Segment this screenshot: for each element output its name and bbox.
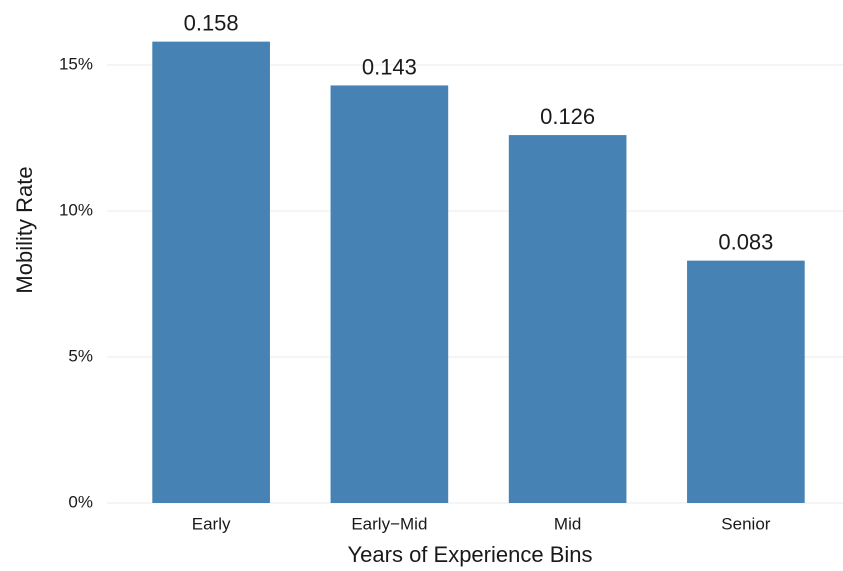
y-tick-label: 5%: [68, 346, 93, 365]
y-tick-label: 15%: [59, 54, 93, 73]
x-tick-label: Mid: [554, 514, 581, 533]
y-tick-label: 0%: [68, 492, 93, 511]
data-label: 0.158: [184, 10, 239, 35]
y-axis-title: Mobility Rate: [12, 166, 37, 293]
x-axis-title: Years of Experience Bins: [348, 542, 593, 567]
data-label: 0.143: [362, 54, 417, 79]
bar: [330, 85, 449, 503]
bar: [152, 41, 270, 503]
x-tick-label: Early−Mid: [351, 514, 427, 533]
data-label: 0.083: [718, 229, 773, 254]
y-tick-label: 10%: [59, 200, 93, 219]
x-tick-label: Early: [192, 514, 231, 533]
bar: [508, 135, 627, 503]
data-label: 0.126: [540, 104, 595, 129]
x-tick-label: Senior: [721, 514, 770, 533]
bar: [687, 260, 805, 503]
